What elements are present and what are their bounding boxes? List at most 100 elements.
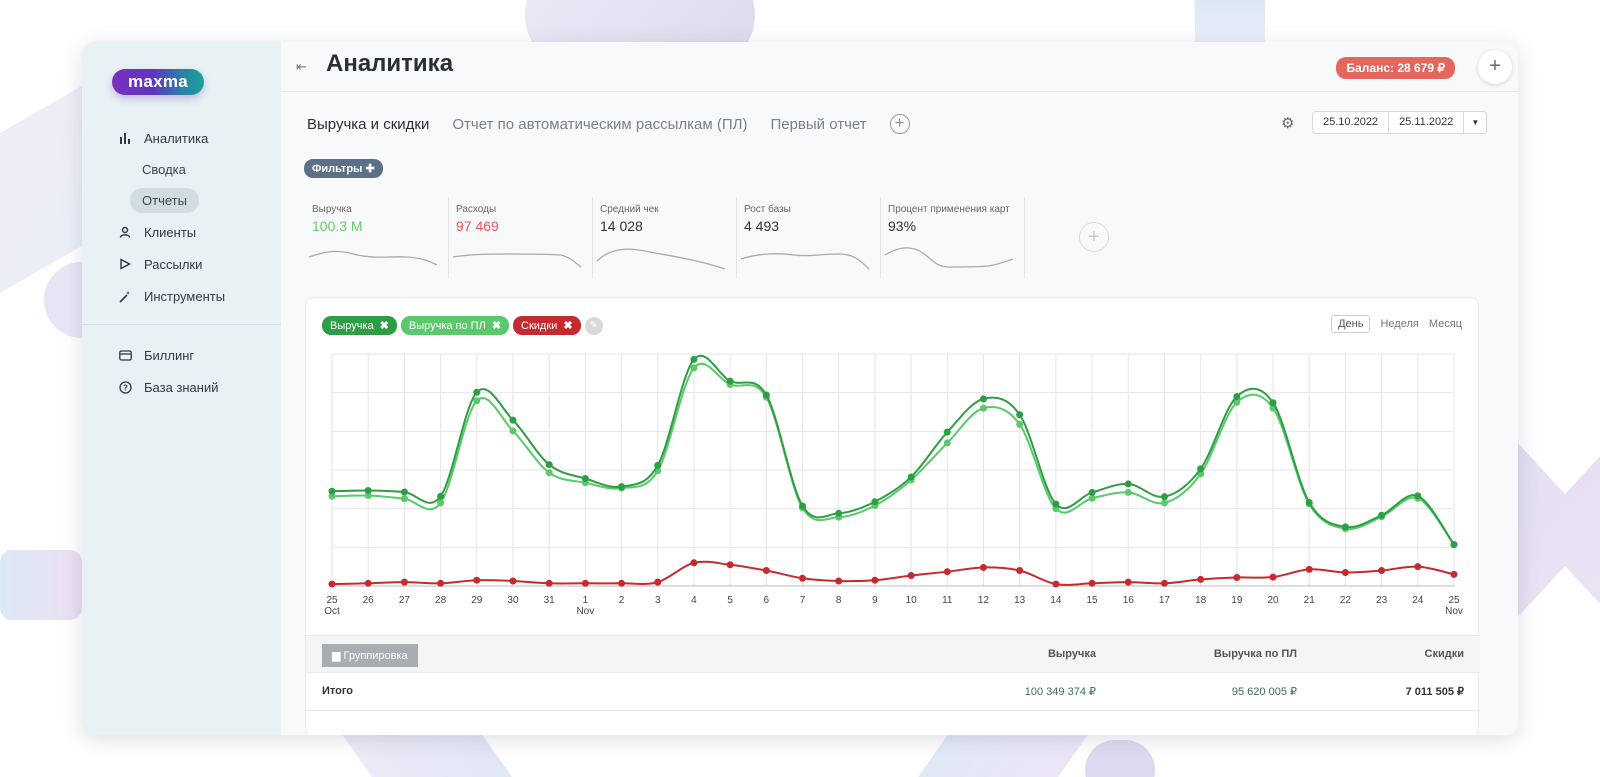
- chip-discounts[interactable]: Скидки ✖: [513, 316, 581, 335]
- collapse-sidebar-icon[interactable]: ⇤: [296, 59, 307, 74]
- sparkline: [452, 253, 582, 268]
- kpi-card-average-check[interactable]: Средний чек 14 028: [593, 197, 737, 279]
- x-tick-label: 27: [399, 595, 411, 606]
- date-from[interactable]: 25.10.2022: [1313, 112, 1390, 133]
- data-point: [871, 576, 879, 584]
- data-point: [1052, 500, 1060, 508]
- data-point: [835, 577, 843, 585]
- kpi-value: 4 493: [744, 218, 780, 234]
- kpi-card-revenue[interactable]: Выручка 100.3 M: [305, 197, 449, 279]
- app-window: maxma Аналитика Сводка Отчеты Клиенты: [82, 42, 1518, 735]
- data-point: [1197, 575, 1205, 583]
- sidebar-divider: [82, 324, 281, 325]
- tab-first-report[interactable]: Первый отчет: [770, 115, 867, 133]
- x-tick-label: 7: [800, 595, 806, 606]
- date-to[interactable]: 25.11.2022: [1389, 112, 1465, 133]
- logo[interactable]: maxma: [112, 69, 204, 95]
- sidebar-item-summary[interactable]: Сводка: [82, 154, 281, 185]
- sidebar-item-reports[interactable]: Отчеты: [82, 185, 281, 216]
- column-header-revenue[interactable]: Выручка: [1047, 648, 1096, 660]
- chip-revenue[interactable]: Выручка ✖: [322, 316, 397, 335]
- data-point: [943, 428, 951, 436]
- x-tick-label: 1: [583, 595, 589, 606]
- grouping-button[interactable]: ▆ Группировка: [322, 644, 418, 667]
- x-tick-label: 15: [1087, 595, 1099, 606]
- data-point: [400, 495, 408, 503]
- chip-label: Выручка по ПЛ: [408, 320, 486, 332]
- data-point: [1341, 523, 1349, 531]
- x-tick-label: 30: [507, 595, 519, 606]
- data-point: [364, 486, 372, 494]
- x-tick-label: 29: [471, 595, 483, 606]
- kpi-card-card-usage[interactable]: Процент применения карт 93%: [881, 197, 1025, 279]
- sidebar-item-billing[interactable]: Биллинг: [82, 339, 281, 371]
- balance-badge[interactable]: Баланс: 28 679 ₽: [1336, 57, 1455, 79]
- data-point: [618, 483, 626, 491]
- gear-icon[interactable]: ⚙: [1281, 115, 1295, 132]
- x-tick-label: 23: [1376, 595, 1388, 606]
- add-kpi-icon[interactable]: +: [1079, 222, 1109, 252]
- data-point: [1016, 567, 1024, 575]
- data-point: [871, 498, 879, 506]
- sidebar-item-label: Рассылки: [144, 256, 203, 272]
- x-tick-label: 3: [655, 595, 661, 606]
- data-point: [726, 377, 734, 385]
- sparkline: [308, 250, 438, 266]
- data-point: [762, 567, 770, 575]
- data-point: [581, 579, 589, 587]
- remove-icon[interactable]: ✖: [379, 320, 389, 332]
- data-point: [690, 355, 698, 363]
- sidebar-item-label: Отчеты: [130, 188, 199, 213]
- tab-revenue-discounts[interactable]: Выручка и скидки: [307, 115, 430, 133]
- data-point: [1450, 570, 1458, 578]
- filters-button[interactable]: Фильтры ✚: [304, 159, 383, 178]
- add-button[interactable]: +: [1478, 50, 1512, 84]
- sidebar-item-clients[interactable]: Клиенты: [82, 216, 281, 248]
- column-header-revenue-pl[interactable]: Выручка по ПЛ: [1213, 648, 1297, 660]
- data-point: [328, 487, 336, 495]
- data-point: [1124, 578, 1132, 586]
- x-month-label: Nov: [576, 606, 594, 617]
- kpi-value: 97 469: [456, 218, 499, 234]
- data-point: [799, 574, 807, 582]
- x-tick-label: 31: [544, 595, 556, 606]
- top-bar: ⇤ Аналитика Баланс: 28 679 ₽ +: [281, 42, 1518, 92]
- sidebar-item-mailings[interactable]: Рассылки: [82, 248, 281, 280]
- chevron-down-icon[interactable]: ▼: [1471, 118, 1480, 127]
- svg-text:?: ?: [123, 383, 128, 392]
- kpi-card-base-growth[interactable]: Рост базы 4 493: [737, 197, 881, 279]
- remove-icon[interactable]: ✖: [491, 320, 502, 332]
- pencil-icon[interactable]: ✎: [584, 316, 603, 335]
- x-tick-label: 13: [1014, 595, 1026, 606]
- bar-chart-icon: [118, 131, 132, 145]
- x-tick-label: 26: [363, 595, 375, 606]
- sidebar-item-tools[interactable]: Инструменты: [82, 280, 281, 312]
- sidebar: maxma Аналитика Сводка Отчеты Клиенты: [82, 42, 281, 735]
- column-header-discounts[interactable]: Скидки: [1424, 648, 1464, 660]
- data-point: [473, 388, 481, 396]
- grouping-label: Группировка: [343, 650, 408, 662]
- x-tick-label: 14: [1050, 595, 1062, 606]
- chip-revenue-pl[interactable]: Выручка по ПЛ ✖: [400, 316, 510, 335]
- sidebar-item-analytics[interactable]: Аналитика: [82, 122, 281, 154]
- question-circle-icon: ?: [118, 380, 132, 394]
- data-point: [1160, 493, 1168, 501]
- main-content: ⇤ Аналитика Баланс: 28 679 ₽ + Выручка и…: [281, 42, 1518, 735]
- sidebar-item-knowledge-base[interactable]: ? База знаний: [82, 371, 281, 403]
- sidebar-item-label: Сводка: [142, 162, 186, 177]
- data-point: [1016, 411, 1024, 419]
- period-day[interactable]: День: [1331, 315, 1371, 333]
- kpi-card-expenses[interactable]: Расходы 97 469: [449, 197, 593, 279]
- table-header: ▆ Группировка Выручка Выручка по ПЛ Скид…: [306, 635, 1480, 673]
- remove-icon[interactable]: ✖: [563, 320, 573, 332]
- tab-auto-mailings-report[interactable]: Отчет по автоматическим рассылкам (ПЛ): [452, 115, 748, 133]
- period-month[interactable]: Месяц: [1428, 318, 1462, 330]
- data-point: [437, 499, 445, 507]
- data-point: [835, 509, 843, 517]
- chart-card: Выручка ✖ Выручка по ПЛ ✖ Скидки ✖ ✎ День Н…: [305, 297, 1480, 735]
- total-discounts: 7 011 505 ₽: [1405, 686, 1464, 698]
- add-tab-icon[interactable]: +: [889, 114, 910, 134]
- period-week[interactable]: Неделя: [1380, 318, 1419, 330]
- date-range-picker[interactable]: 25.10.2022 25.11.2022 ▼: [1312, 111, 1488, 134]
